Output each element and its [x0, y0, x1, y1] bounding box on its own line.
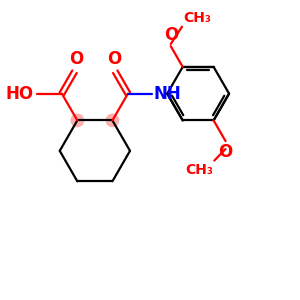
Text: O: O [107, 50, 121, 68]
Text: O: O [218, 143, 233, 161]
Circle shape [106, 114, 118, 127]
Text: O: O [164, 26, 178, 44]
Text: CH₃: CH₃ [185, 163, 213, 177]
Text: O: O [69, 50, 83, 68]
Circle shape [71, 114, 83, 127]
Text: HO: HO [5, 85, 33, 103]
Text: CH₃: CH₃ [183, 11, 211, 25]
Text: NH: NH [153, 85, 181, 103]
